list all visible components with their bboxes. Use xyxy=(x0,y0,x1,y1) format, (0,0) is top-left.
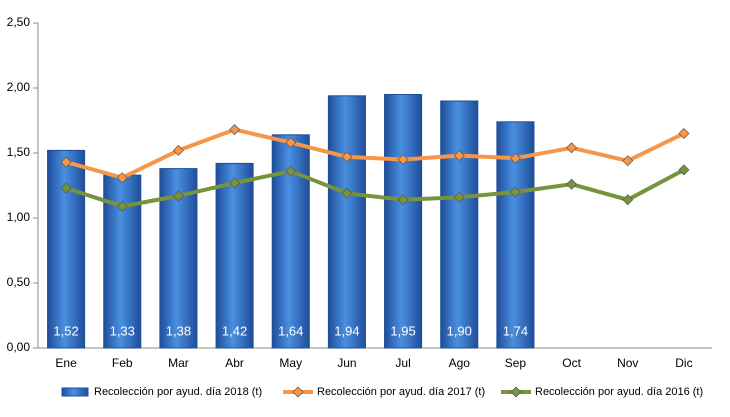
marker xyxy=(116,172,128,184)
legend-marker xyxy=(510,386,522,398)
marker xyxy=(341,151,353,163)
data-label: 1,52 xyxy=(53,323,78,338)
x-tick-label: Ene xyxy=(55,356,77,370)
marker xyxy=(509,186,521,198)
y-tick-label: 2,00 xyxy=(7,80,31,94)
y-tick-label: 0,00 xyxy=(7,340,31,354)
legend-label: Recolección por ayud. día 2016 (t) xyxy=(535,386,703,398)
bar xyxy=(47,149,86,349)
marker xyxy=(397,154,409,165)
legend-label: Recolección por ayud. día 2018 (t) xyxy=(94,386,262,398)
legend-swatch xyxy=(61,387,89,397)
marker xyxy=(566,178,578,190)
bar xyxy=(440,100,479,349)
data-label: 1,64 xyxy=(278,323,303,338)
data-label: 1,42 xyxy=(222,323,247,338)
y-tick-label: 0,50 xyxy=(7,275,31,289)
x-tick-label: Abr xyxy=(225,356,244,370)
x-tick-label: Jul xyxy=(395,356,410,370)
marker xyxy=(678,164,690,176)
marker xyxy=(229,177,241,189)
bar xyxy=(384,94,423,349)
x-tick-label: Nov xyxy=(617,356,638,370)
marker xyxy=(172,144,184,156)
data-label: 1,95 xyxy=(390,323,415,338)
marker xyxy=(341,187,353,199)
x-tick-label: Ago xyxy=(449,356,471,370)
data-label: 1,74 xyxy=(503,323,528,338)
marker xyxy=(60,156,72,168)
marker xyxy=(453,191,465,203)
legend-marker xyxy=(292,386,304,398)
marker xyxy=(285,137,297,149)
x-tick-label: Jun xyxy=(337,356,356,370)
line xyxy=(65,168,685,209)
marker xyxy=(60,182,72,194)
y-tick-label: 2,50 xyxy=(7,15,31,29)
data-label: 1,38 xyxy=(166,323,191,338)
marker xyxy=(453,150,465,162)
x-tick-label: Mar xyxy=(168,356,189,370)
marker xyxy=(678,128,690,139)
marker xyxy=(172,190,184,202)
data-label: 1,33 xyxy=(110,323,135,338)
marker xyxy=(566,142,578,154)
marker xyxy=(229,124,241,136)
data-label: 1,90 xyxy=(447,323,472,338)
legend-label: Recolección por ayud. día 2017 (t) xyxy=(317,386,485,398)
marker xyxy=(622,194,634,206)
marker xyxy=(397,194,409,206)
y-tick-label: 1,00 xyxy=(7,210,31,224)
marker xyxy=(509,152,521,164)
marker xyxy=(622,155,634,167)
x-tick-label: May xyxy=(279,356,302,370)
marker xyxy=(285,165,297,177)
data-label: 1,94 xyxy=(334,323,359,338)
x-tick-label: Sep xyxy=(505,356,527,370)
x-tick-label: Oct xyxy=(562,356,581,370)
x-tick-label: Feb xyxy=(112,356,133,370)
line xyxy=(65,127,685,180)
bar xyxy=(215,162,254,349)
marker xyxy=(116,200,128,212)
y-tick-label: 1,50 xyxy=(7,145,31,159)
bar xyxy=(327,95,366,349)
x-tick-label: Dic xyxy=(675,356,692,370)
